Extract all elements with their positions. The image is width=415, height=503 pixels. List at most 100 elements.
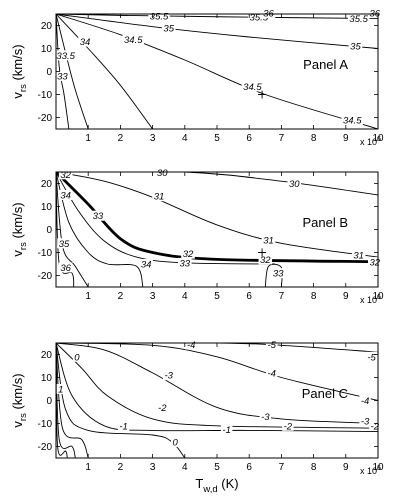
x-tick-label: 1	[85, 291, 91, 302]
contour-label-bg	[58, 190, 73, 200]
contour-label: 35.5	[150, 12, 169, 23]
plus-marker	[258, 90, 267, 99]
contour-label-bg	[351, 249, 366, 260]
contour-label-bg	[367, 8, 382, 19]
y-tick-label: -20	[38, 113, 53, 124]
x-tick-label: 4	[182, 133, 188, 144]
contour-label: 33	[180, 258, 191, 269]
y-tick-label: -10	[38, 248, 53, 259]
panel-1: 35.5 35.5 35.536 36353534.534.534.53433.533…	[10, 8, 384, 147]
contour-lines	[56, 14, 378, 129]
contour-line-35	[56, 14, 378, 49]
contour-line-33.5	[56, 14, 89, 129]
x-tick-label: 4	[182, 291, 188, 302]
contour-label: 34	[60, 191, 71, 202]
x-multiplier-exp: 6	[377, 465, 381, 472]
contour-label: 36	[60, 263, 71, 274]
x-tick-label: 1	[85, 133, 91, 144]
contour-label: -1	[222, 425, 230, 436]
contour-label: 30	[289, 179, 300, 190]
contour-label: -2	[371, 421, 380, 432]
contour-line-35.5	[56, 14, 378, 20]
y-tick-label: 20	[41, 350, 53, 361]
contour-label-bg	[261, 234, 276, 245]
contour-label-bg	[148, 11, 170, 22]
contour-label: 35	[350, 42, 361, 53]
x-tick-label: 6	[246, 462, 252, 473]
contour-label: 33	[57, 72, 68, 83]
x-multiplier: x 106	[360, 294, 381, 305]
contour-label: -4	[187, 340, 195, 351]
contour-label: -4	[268, 368, 276, 379]
y-tick-label: 20	[41, 21, 53, 32]
x-multiplier-base: x 10	[360, 295, 377, 305]
x-tick-label: 2	[118, 291, 124, 302]
contour-line-33	[56, 14, 70, 129]
contour-label: 31	[353, 250, 364, 261]
x-tick-label: 3	[150, 133, 156, 144]
x-tick-label: 8	[311, 462, 317, 473]
y-axis-label: vrs (km/s)	[10, 44, 29, 98]
y-tick-label: 0	[46, 67, 52, 78]
contour-line-36	[56, 172, 75, 287]
y-axis-label: vrs (km/s)	[10, 202, 29, 256]
x-multiplier-exp: 6	[377, 294, 381, 301]
contour-label-bg	[348, 41, 363, 52]
contour-label: 34.5	[124, 35, 143, 46]
y-tick-label: -20	[38, 442, 53, 453]
x-label-sub: w,d	[202, 484, 217, 495]
contour-label: 34	[80, 37, 91, 48]
x-tick-label: 9	[343, 462, 349, 473]
contour-label: -5	[367, 352, 376, 363]
contour-label-bg	[55, 71, 70, 82]
contour-label-bg	[91, 210, 105, 221]
y-label-main: v	[10, 421, 25, 428]
x-tick-label: 10	[372, 291, 384, 302]
y-tick-label: 10	[41, 202, 53, 213]
y-label-main: v	[10, 92, 25, 99]
contour-label-bg	[57, 238, 71, 249]
contour-line-32	[56, 172, 378, 264]
contour-label-bg	[156, 402, 168, 413]
x-tick-label: 4	[182, 462, 188, 473]
contour-label: -2	[158, 403, 167, 414]
contour-label-bg	[78, 36, 92, 47]
contour-label-bg	[359, 416, 371, 427]
contour-line-35	[56, 172, 89, 287]
contour-label-bg	[259, 411, 272, 422]
contour-label: -3	[261, 412, 270, 423]
contour-line--2	[56, 343, 378, 429]
x-multiplier-exp: 6	[377, 136, 381, 143]
contour-label: 33	[93, 211, 104, 222]
y-tick-label: -10	[38, 90, 53, 101]
y-label-unit: (km/s)	[10, 44, 25, 84]
x-label-main: T	[195, 476, 203, 491]
contour-line--3	[56, 343, 378, 424]
contour-label: 31	[263, 235, 274, 246]
contour-label-bg	[282, 420, 294, 431]
x-tick-label: 7	[279, 291, 285, 302]
x-tick-label: 3	[150, 462, 156, 473]
y-tick-label: 0	[46, 225, 52, 236]
panel-label: Panel A	[303, 57, 348, 72]
x-tick-label: 8	[311, 291, 317, 302]
contour-label-bg	[178, 257, 192, 268]
contour-label-bg	[341, 114, 363, 125]
contour-label-bg	[220, 424, 233, 435]
contour-label: 33.5	[56, 51, 75, 62]
contour-label: 35	[163, 23, 174, 34]
contour-label-bg	[54, 50, 77, 61]
contour-label-bg	[56, 384, 65, 394]
contour-label: 32	[60, 170, 71, 181]
contour-label: 31	[154, 192, 165, 203]
contour-label: -4	[361, 396, 369, 407]
contour-label-bg	[155, 167, 170, 178]
contour-line-34	[56, 14, 153, 129]
x-tick-label: 7	[279, 462, 285, 473]
contour-line-1	[56, 343, 89, 458]
contour-label-bg	[287, 178, 302, 189]
x-tick-label: 2	[118, 462, 124, 473]
contour-label-bg	[367, 257, 382, 268]
